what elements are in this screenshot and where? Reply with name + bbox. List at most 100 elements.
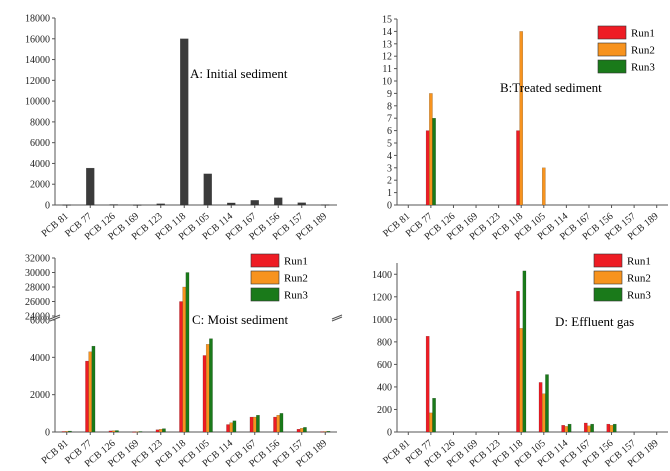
bar — [612, 423, 617, 433]
bar — [209, 338, 213, 433]
y-tick-label: 4000 — [30, 353, 50, 364]
y-tick-label: 28000 — [25, 283, 50, 294]
bar — [133, 204, 142, 206]
bar — [61, 431, 66, 433]
bar — [429, 412, 433, 433]
y-tick-label: 200 — [377, 405, 392, 416]
bar — [323, 431, 328, 433]
legend-label: Run2 — [627, 273, 651, 285]
bar — [587, 425, 591, 433]
y-tick-label: 400 — [377, 382, 392, 393]
bar — [179, 301, 183, 433]
legend-label: Run1 — [284, 256, 308, 268]
bar — [68, 430, 72, 433]
legend-swatch — [597, 25, 627, 40]
bar — [279, 413, 284, 433]
bar — [64, 431, 69, 433]
bar — [273, 416, 277, 433]
bar — [538, 382, 543, 433]
y-tick-label: 2000 — [30, 390, 50, 401]
y-tick-label: 4000 — [30, 159, 50, 170]
y-tick-label: 30000 — [25, 268, 50, 279]
y-tick-label: 0 — [45, 428, 50, 439]
y-tick-label: 8000 — [30, 117, 50, 128]
legend-swatch — [593, 253, 623, 268]
bar — [425, 130, 430, 206]
y-tick-label: 5 — [387, 139, 392, 150]
axis-break-left — [49, 314, 61, 322]
y-tick-label: 2000 — [30, 180, 50, 191]
bar — [561, 425, 565, 433]
y-tick-label: 18000 — [25, 14, 50, 25]
bar — [429, 93, 433, 206]
bar — [519, 31, 524, 206]
bar — [108, 430, 113, 433]
legend-label: Run3 — [284, 290, 308, 302]
bar — [516, 290, 520, 433]
bar — [156, 203, 165, 206]
bar — [109, 204, 118, 206]
y-tick-label: 4 — [387, 151, 392, 162]
y-tick-label: 6000 — [30, 316, 50, 327]
bar — [567, 423, 572, 433]
bar — [91, 345, 96, 433]
bar — [158, 429, 163, 433]
y-tick-label: 12000 — [25, 76, 50, 87]
bar — [303, 427, 307, 433]
legend-swatch — [250, 270, 280, 285]
y-tick-label: 32000 — [25, 254, 50, 265]
bar — [138, 431, 143, 433]
y-tick-label: 1400 — [372, 270, 392, 281]
bar — [256, 415, 260, 433]
bar — [425, 336, 430, 433]
panel-title: D: Effluent gas — [555, 314, 634, 329]
legend-swatch — [250, 287, 280, 302]
bar — [132, 431, 136, 433]
y-tick-label: 1000 — [372, 315, 392, 326]
bar — [180, 38, 189, 206]
y-tick-label: 1 — [387, 188, 392, 199]
y-tick-label: 2 — [387, 176, 392, 187]
panel-title: A: Initial sediment — [190, 66, 288, 81]
bar — [320, 431, 324, 433]
bar — [202, 355, 207, 433]
bar — [564, 426, 569, 433]
bar — [583, 422, 588, 433]
y-tick-label: 7 — [387, 114, 392, 125]
bar — [522, 270, 527, 433]
bar — [115, 430, 119, 433]
bar — [432, 398, 436, 433]
bar — [62, 204, 71, 206]
axis-break-right — [331, 314, 343, 322]
legend-label: Run2 — [284, 273, 308, 285]
bar — [299, 428, 304, 433]
y-tick-label: 15 — [382, 15, 392, 26]
y-tick-label: 14 — [382, 27, 392, 38]
y-tick-label: 11 — [382, 64, 392, 75]
bar — [86, 167, 95, 206]
bar — [227, 202, 236, 206]
y-tick-label: 8 — [387, 101, 392, 112]
panel-title: B:Treated sediment — [500, 80, 602, 95]
y-tick-label: 3 — [387, 163, 392, 174]
bar — [274, 197, 283, 206]
legend-label: Run1 — [627, 256, 651, 268]
bar — [205, 344, 210, 433]
panel-a-initial-sediment: 0 2000 4000 6000 8000 10000 12000 14000 16000 180… — [25, 14, 337, 243]
bar — [609, 425, 614, 433]
bar — [519, 328, 524, 433]
bar — [432, 117, 436, 206]
bar — [296, 429, 301, 433]
y-tick-label: 0 — [45, 201, 50, 212]
bar — [250, 200, 259, 206]
legend-swatch — [597, 42, 627, 57]
bar — [252, 416, 257, 433]
legend-swatch — [597, 59, 627, 74]
bar — [606, 423, 611, 433]
bar — [249, 416, 254, 433]
y-tick-label: 0 — [387, 428, 392, 439]
legend-label: Run1 — [631, 28, 655, 40]
y-tick-label: 0 — [387, 201, 392, 212]
bar — [229, 422, 234, 433]
